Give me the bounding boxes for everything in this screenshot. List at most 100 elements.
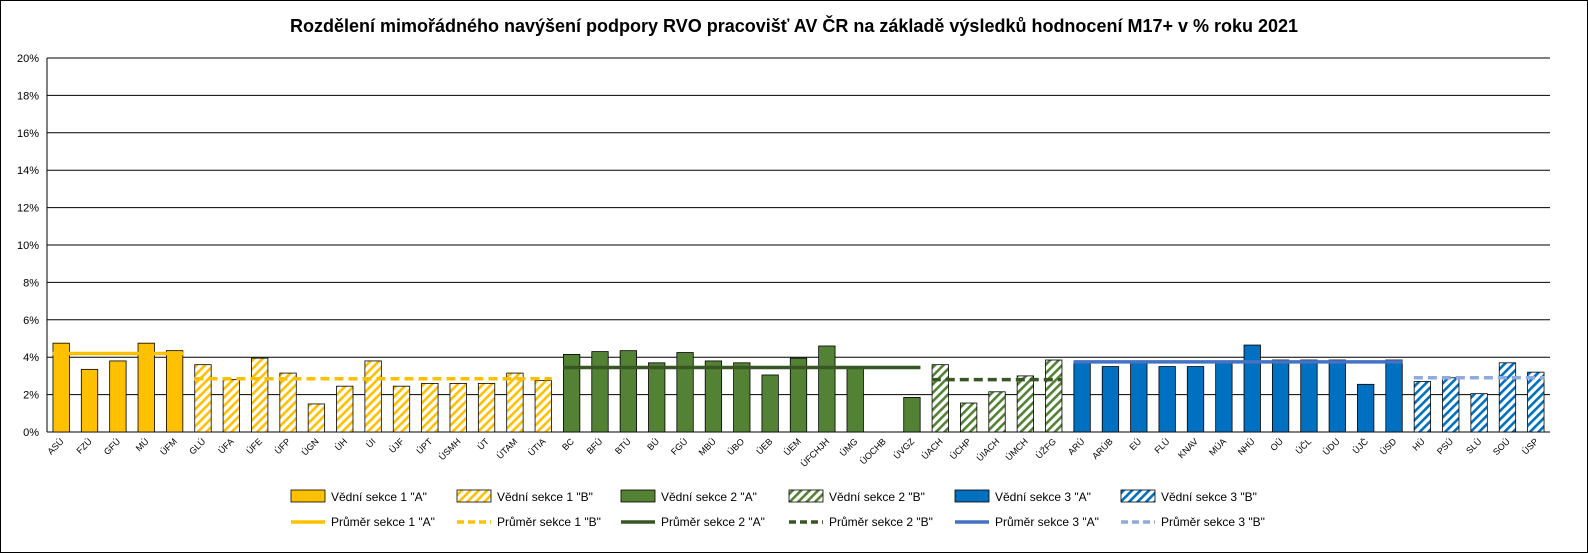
bar-ÚEM	[789, 357, 808, 433]
x-tick-label: SOÚ	[1491, 436, 1512, 457]
bar-ÚŽFG	[1045, 359, 1063, 433]
legend-label: Vědní sekce 2 "B"	[829, 490, 925, 504]
y-tick-label: 8%	[23, 277, 39, 289]
legend-label: Průměr sekce 3 "B"	[1161, 515, 1265, 529]
bar-ÚFM	[165, 350, 184, 433]
bar-ÚI	[364, 360, 382, 433]
x-tick-label: OÚ	[1268, 436, 1285, 453]
bar-ÚMG	[846, 366, 864, 433]
x-tick-label: ÚFE	[244, 436, 264, 456]
bar-BFÚ	[591, 351, 609, 433]
bar-FLÚ	[1158, 366, 1176, 433]
x-tick-label: EÚ	[1127, 436, 1143, 452]
x-tick-label: ÚACH	[920, 436, 945, 461]
bar-GLÚ	[194, 364, 212, 433]
legend-swatch	[954, 489, 990, 503]
x-tick-label: ÚDU	[1321, 436, 1342, 457]
x-tick-label: FGÚ	[669, 436, 690, 457]
x-tick-label: ÚMCH	[1004, 436, 1030, 462]
x-tick-label: GFÚ	[102, 436, 123, 457]
x-tick-label: ÚSD	[1378, 436, 1399, 457]
legend-swatch	[1120, 489, 1156, 503]
x-tick-label: ÚOCHB	[858, 436, 888, 466]
x-tick-label: ARÚB	[1090, 436, 1115, 461]
bar-ARÚ	[1073, 361, 1091, 433]
x-tick-label: FZÚ	[75, 436, 94, 455]
bar-BTÚ	[619, 350, 637, 433]
bar-HÚ	[1413, 381, 1432, 433]
legend-label: Vědní sekce 3 "A"	[995, 490, 1091, 504]
x-tick-label: FLÚ	[1152, 436, 1171, 455]
bar-GFÚ	[109, 360, 127, 433]
bar-ÚFCHJH	[818, 345, 836, 433]
legend-swatch	[788, 489, 824, 503]
x-tick-label: ÚMG	[838, 436, 860, 458]
x-tick-label: ARÚ	[1066, 436, 1087, 457]
legend-label: Průměr sekce 2 "B"	[829, 515, 933, 529]
bar-ÚPT	[421, 382, 439, 433]
x-tick-label: ÚT	[475, 436, 491, 452]
x-tick-label: ÚČL	[1294, 436, 1314, 456]
y-tick-label: 20%	[17, 53, 39, 65]
legend-label: Průměr sekce 1 "A"	[331, 515, 435, 529]
legend: Vědní sekce 1 "A" Vědní sekce 1 "B" Vědní …	[290, 489, 1265, 529]
bar-FZÚ	[80, 368, 99, 433]
bar-ARÚB	[1101, 366, 1120, 433]
x-tick-label: ÚEB	[754, 436, 774, 456]
x-tick-label: BTÚ	[613, 436, 633, 456]
y-axis-ticks: 0% 2% 4% 6% 8% 10% 12% 14% 16% 18% 20%	[17, 53, 39, 439]
bar-ÚACH	[931, 364, 949, 433]
y-tick-label: 4%	[23, 352, 39, 364]
y-tick-label: 12%	[17, 203, 39, 215]
bar-ASÚ	[52, 342, 70, 433]
x-tick-label: ÚH	[333, 436, 349, 452]
bar-FGÚ	[676, 352, 694, 433]
bar-ÚTIA	[534, 380, 552, 433]
x-tick-label: HÚ	[1411, 436, 1427, 452]
x-tick-label: ÚFCHJH	[799, 436, 832, 469]
bar-SLÚ	[1470, 393, 1488, 433]
x-tick-label: ÚVGZ	[892, 436, 917, 461]
bar-ÚEB	[761, 374, 779, 433]
legend-label: Průměr sekce 1 "B"	[497, 515, 601, 529]
x-tick-label: BC	[560, 436, 576, 452]
x-tick-label: ÚFA	[216, 436, 235, 455]
y-tick-label: 0%	[23, 427, 39, 439]
bar-ÚSD	[1385, 359, 1403, 433]
bar-SOÚ	[1498, 362, 1517, 433]
x-tick-label: ÚCHP	[948, 436, 973, 461]
bar-ÚIACH	[988, 391, 1006, 433]
x-tick-label: MÚA	[1207, 436, 1228, 457]
bar-ÚTAM	[506, 372, 524, 433]
x-tick-label: SLÚ	[1464, 436, 1483, 455]
x-tick-label: NHÚ	[1236, 436, 1257, 457]
x-tick-label: ÚJF	[387, 436, 406, 455]
bar-ÚDU	[1328, 359, 1346, 433]
grid-lines	[46, 57, 1550, 433]
y-tick-label: 18%	[17, 90, 39, 102]
y-tick-label: 2%	[23, 390, 39, 402]
x-tick-label: ÚGN	[300, 436, 321, 457]
x-tick-label: MÚ	[134, 436, 151, 453]
bars	[52, 342, 1545, 433]
bar-ÚVGZ	[903, 397, 921, 433]
legend-swatch	[456, 489, 492, 503]
x-tick-label: PSÚ	[1435, 436, 1455, 456]
bar-ÚSMH	[449, 382, 467, 433]
bar-ÚFA	[222, 379, 240, 433]
bar-ÚSP	[1527, 371, 1545, 433]
bar-PSÚ	[1442, 377, 1460, 433]
x-tick-label: ÚSMH	[437, 436, 463, 462]
bar-BC	[563, 353, 581, 433]
x-tick-label: ÚŽFG	[1034, 436, 1058, 460]
y-tick-label: 10%	[17, 240, 39, 252]
bar-MBÚ	[704, 360, 723, 433]
bar-ÚT	[477, 382, 496, 433]
y-tick-label: 14%	[17, 165, 39, 177]
bar-MÚA	[1215, 360, 1233, 433]
x-tick-label: ÚFP	[273, 436, 293, 456]
legend-label: Průměr sekce 3 "A"	[995, 515, 1099, 529]
chart-title: Rozdělení mimořádného navýšení podpory R…	[289, 16, 1299, 36]
